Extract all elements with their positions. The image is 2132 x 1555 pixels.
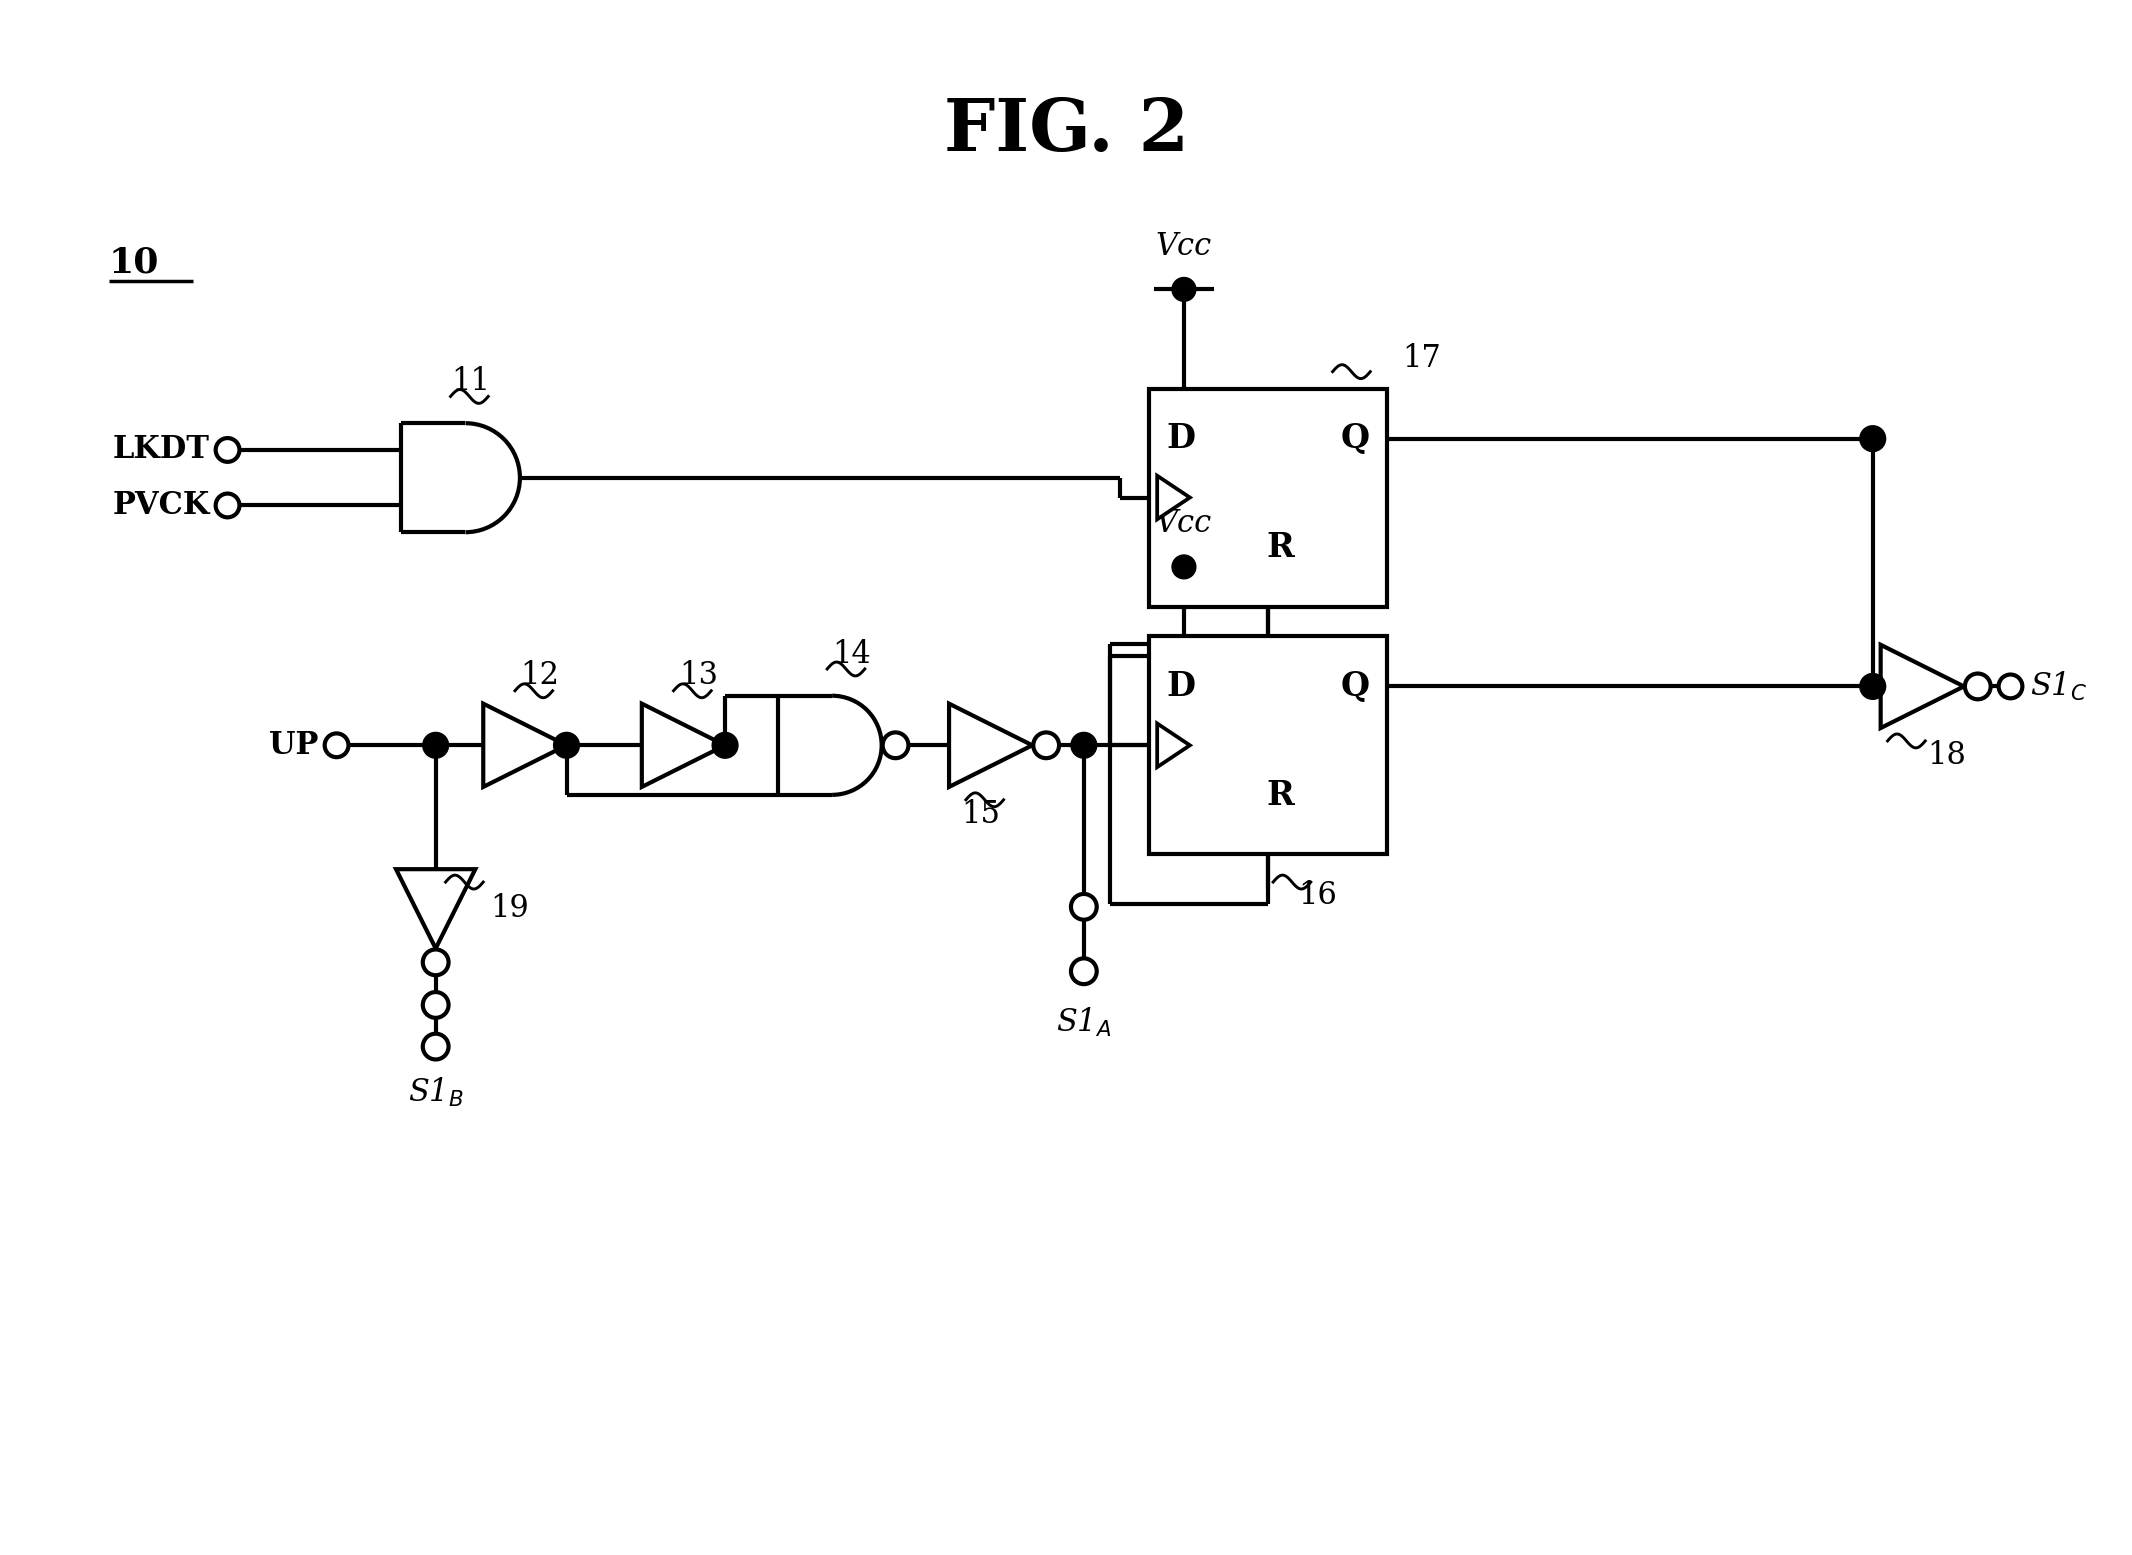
Circle shape (712, 732, 738, 759)
Circle shape (1034, 732, 1060, 759)
Text: S1$_B$: S1$_B$ (407, 1076, 463, 1109)
Text: 17: 17 (1403, 344, 1441, 375)
Text: LKDT: LKDT (113, 434, 209, 465)
Circle shape (1859, 426, 1885, 451)
Text: D: D (1166, 421, 1196, 456)
Polygon shape (1158, 723, 1190, 767)
Text: Q: Q (1341, 421, 1371, 456)
Text: Vcc: Vcc (1156, 230, 1213, 261)
Circle shape (1966, 673, 1991, 700)
Text: 14: 14 (834, 639, 872, 670)
Circle shape (1070, 732, 1096, 759)
Text: 13: 13 (678, 661, 718, 692)
Circle shape (422, 950, 448, 975)
Circle shape (554, 732, 580, 759)
Text: 19: 19 (490, 893, 529, 924)
Text: FIG. 2: FIG. 2 (944, 95, 1188, 166)
Text: PVCK: PVCK (113, 490, 209, 521)
Circle shape (422, 992, 448, 1019)
Text: S1$_A$: S1$_A$ (1055, 1006, 1111, 1039)
Text: 15: 15 (962, 799, 1000, 830)
Circle shape (1070, 958, 1096, 984)
Text: Q: Q (1341, 670, 1371, 703)
Text: 10: 10 (109, 246, 160, 280)
Circle shape (324, 734, 348, 757)
Polygon shape (484, 704, 567, 787)
Text: 11: 11 (450, 365, 490, 397)
Bar (1149, 636, 1388, 854)
Text: S1$_C$: S1$_C$ (2030, 670, 2087, 703)
Circle shape (1859, 673, 1885, 700)
Circle shape (1070, 894, 1096, 919)
Polygon shape (1880, 645, 1964, 728)
Circle shape (1173, 277, 1196, 302)
Bar (1149, 389, 1388, 606)
Polygon shape (949, 704, 1032, 787)
Text: R: R (1266, 779, 1294, 812)
Text: Vcc: Vcc (1156, 508, 1213, 540)
Circle shape (1173, 555, 1196, 578)
Text: 18: 18 (1927, 740, 1966, 771)
Polygon shape (642, 704, 725, 787)
Circle shape (422, 732, 448, 759)
Text: UP: UP (269, 729, 320, 760)
Circle shape (883, 732, 908, 759)
Circle shape (215, 493, 239, 518)
Circle shape (422, 1034, 448, 1059)
Text: 16: 16 (1298, 880, 1337, 911)
Circle shape (1998, 675, 2023, 698)
Text: D: D (1166, 670, 1196, 703)
Text: R: R (1266, 532, 1294, 564)
Circle shape (215, 439, 239, 462)
Polygon shape (397, 869, 475, 949)
Text: 12: 12 (520, 661, 559, 692)
Polygon shape (1158, 476, 1190, 519)
